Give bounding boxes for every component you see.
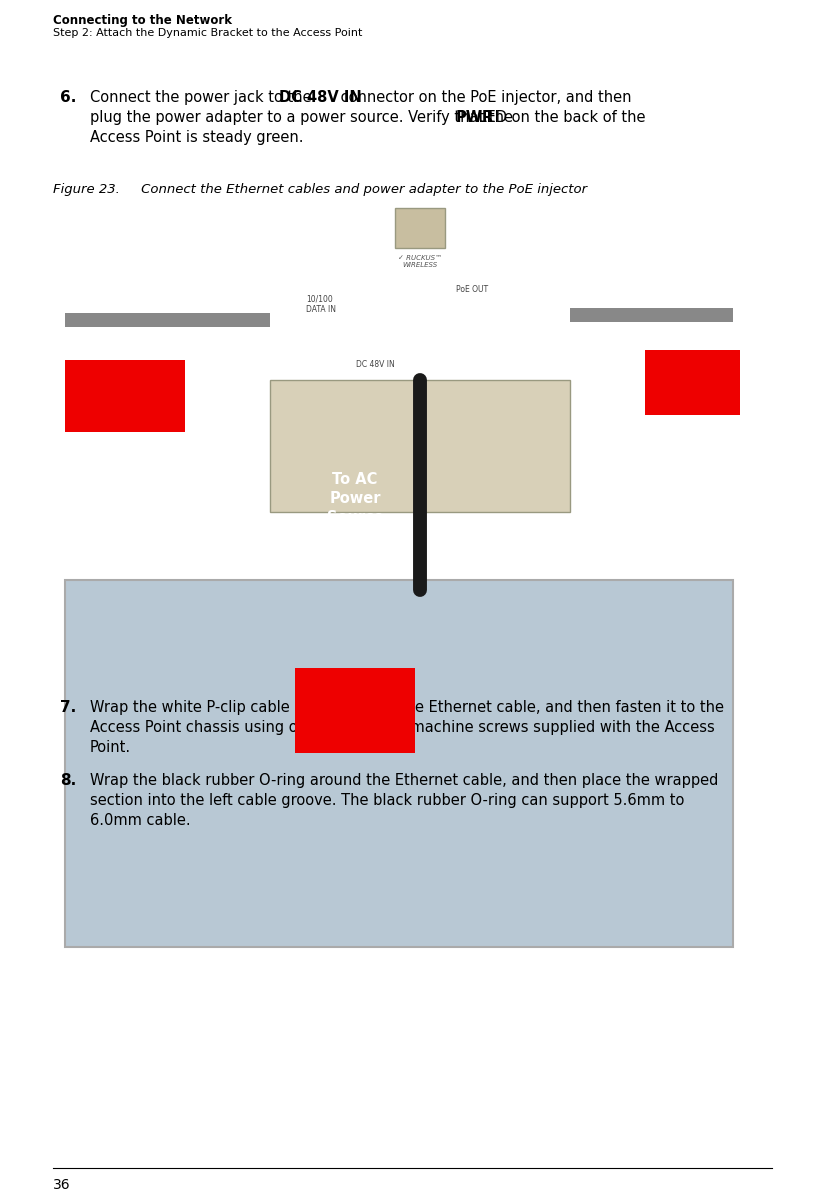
Text: ✓ RUCKUS™
WIRELESS: ✓ RUCKUS™ WIRELESS — [398, 255, 442, 267]
Text: Connect the power jack to the: Connect the power jack to the — [90, 90, 316, 105]
Text: plug the power adapter to a power source. Verify that the: plug the power adapter to a power source… — [90, 110, 517, 125]
Text: DC 48V IN: DC 48V IN — [279, 90, 361, 105]
Bar — [270, 380, 570, 512]
Bar — [65, 313, 270, 327]
Bar — [395, 208, 445, 248]
Text: PoE OUT: PoE OUT — [456, 285, 488, 294]
Text: Step 2: Attach the Dynamic Bracket to the Access Point: Step 2: Attach the Dynamic Bracket to th… — [53, 28, 362, 38]
Text: Access Point chassis using one of the short machine screws supplied with the Acc: Access Point chassis using one of the sh… — [90, 720, 714, 736]
Text: To Access
Point: To Access Point — [653, 204, 733, 237]
Text: 6.0mm cable.: 6.0mm cable. — [90, 813, 191, 828]
Text: 7.: 7. — [60, 700, 76, 715]
Text: Figure 23.     Connect the Ethernet cables and power adapter to the PoE injector: Figure 23. Connect the Ethernet cables a… — [53, 183, 587, 196]
Text: Access Point is steady green.: Access Point is steady green. — [90, 131, 304, 145]
Text: section into the left cable groove. The black rubber O-ring can support 5.6mm to: section into the left cable groove. The … — [90, 793, 685, 807]
Bar — [295, 668, 415, 754]
Bar — [570, 308, 733, 322]
Text: PWR: PWR — [455, 110, 493, 125]
Text: LED on the back of the: LED on the back of the — [474, 110, 646, 125]
Text: DC 48V IN: DC 48V IN — [356, 361, 394, 369]
Text: Wrap the white P-clip cable clamp around the Ethernet cable, and then fasten it : Wrap the white P-clip cable clamp around… — [90, 700, 724, 715]
Text: 10/100
DATA IN: 10/100 DATA IN — [306, 295, 336, 314]
Text: connector on the PoE injector, and then: connector on the PoE injector, and then — [336, 90, 631, 105]
Text: 36: 36 — [53, 1178, 71, 1192]
Text: Point.: Point. — [90, 740, 131, 755]
Text: Wrap the black rubber O-ring around the Ethernet cable, and then place the wrapp: Wrap the black rubber O-ring around the … — [90, 773, 719, 788]
Text: 6.: 6. — [60, 90, 77, 105]
Text: Connecting to the Network: Connecting to the Network — [53, 14, 232, 28]
Bar — [65, 580, 733, 946]
Bar — [65, 361, 185, 432]
Text: To Admin
Computer: To Admin Computer — [84, 199, 166, 232]
Text: 8.: 8. — [60, 773, 76, 788]
Text: To AC
Power
Source: To AC Power Source — [327, 472, 384, 525]
Bar — [645, 350, 740, 415]
